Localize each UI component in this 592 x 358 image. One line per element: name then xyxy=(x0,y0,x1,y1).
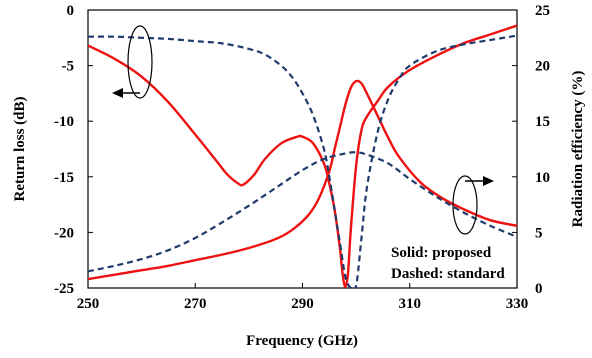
y-right-tick-label: 0 xyxy=(535,281,543,297)
x-tick-label: 330 xyxy=(506,296,529,312)
left-axis-indicator-ellipse xyxy=(127,25,153,99)
axis-ticks xyxy=(87,9,518,289)
series-line-solid-right xyxy=(88,79,517,281)
series-line-solid-left xyxy=(88,24,517,288)
y-right-tick-label: 20 xyxy=(535,59,550,75)
right-axis-indicator-ellipse xyxy=(452,175,478,235)
y-left-tick-label: -5 xyxy=(62,59,75,75)
y-left-tick-label: -10 xyxy=(54,114,74,130)
y-left-tick-label: -15 xyxy=(54,170,74,186)
x-tick-label: 270 xyxy=(184,296,207,312)
y-axis-right-title: Radiation efficiency (%) xyxy=(570,71,586,228)
x-tick-label: 250 xyxy=(77,296,100,312)
x-tick-label: 290 xyxy=(291,296,314,312)
y-right-tick-label: 25 xyxy=(535,3,550,19)
y-axis-left-title: Return loss (dB) xyxy=(12,96,28,201)
y-right-tick-label: 15 xyxy=(535,114,550,130)
y-right-tick-label: 5 xyxy=(535,225,543,241)
y-right-tick-label: 10 xyxy=(535,170,550,186)
y-left-tick-label: 0 xyxy=(67,3,75,19)
annotation-solid: Solid: proposed xyxy=(391,245,492,261)
series-line-dashed-left xyxy=(88,34,517,288)
right-arrowhead-icon xyxy=(483,176,494,186)
annotation-dashed: Dashed: standard xyxy=(391,266,505,282)
x-tick-label: 310 xyxy=(399,296,422,312)
x-axis-title: Frequency (GHz) xyxy=(246,333,358,349)
series-line-dashed-right xyxy=(88,151,517,273)
left-arrowhead-icon xyxy=(112,88,123,98)
tick-labels: 250 270 290 310 330 0 -5 -10 -15 -20 -25 25 20 15 10 5 0 xyxy=(54,3,550,312)
series-layer xyxy=(88,24,517,288)
y-left-tick-label: -25 xyxy=(54,281,74,297)
y-left-tick-label: -20 xyxy=(54,225,74,241)
